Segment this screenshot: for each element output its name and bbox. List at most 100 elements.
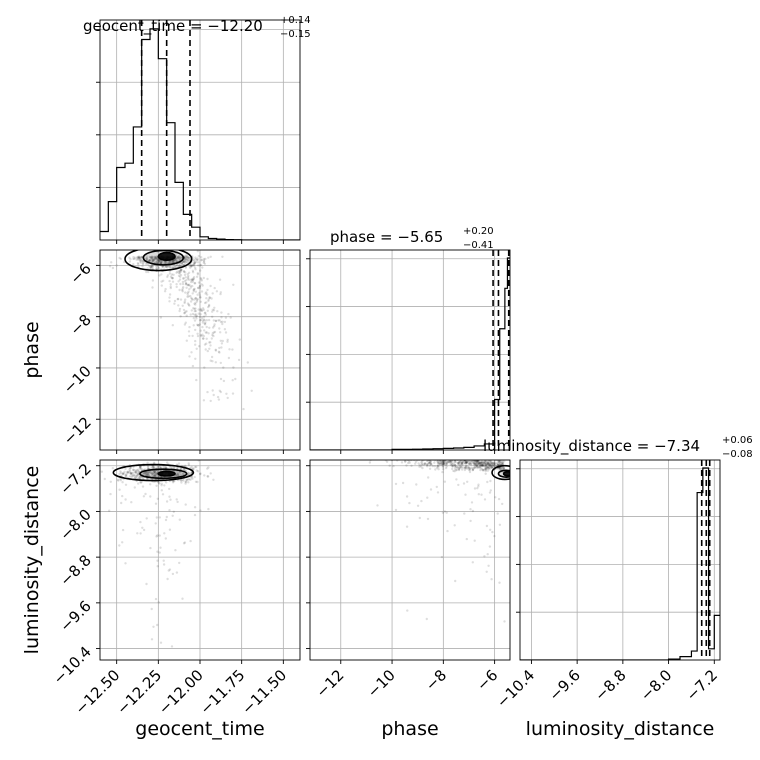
scatter-geocent-time-phase-point <box>211 292 214 295</box>
scatter-phase-luminosity-distance-point <box>425 460 429 463</box>
scatter-phase-luminosity-distance-point <box>441 456 443 458</box>
scatter-geocent-time-phase-point <box>158 259 161 263</box>
contour-outer <box>491 464 510 481</box>
scatter-geocent-time-phase-point <box>194 357 197 360</box>
scatter-phase-luminosity-distance-point <box>460 466 463 469</box>
scatter-phase-luminosity-distance-point <box>490 465 494 469</box>
scatter-phase-luminosity-distance-point <box>488 463 491 466</box>
scatter-phase-luminosity-distance-point <box>427 457 429 459</box>
scatter-phase-luminosity-distance-point <box>484 465 487 468</box>
scatter-geocent-time-phase-point <box>198 296 202 299</box>
scatter-geocent-time-phase-point <box>209 359 212 362</box>
scatter-phase-luminosity-distance-point <box>468 468 472 471</box>
scatter-geocent-time-luminosity-distance-point <box>183 541 187 544</box>
scatter-geocent-time-phase-point <box>203 319 206 322</box>
scatter-geocent-time-luminosity-distance-point <box>179 467 183 471</box>
scatter-phase-luminosity-distance-point <box>502 467 506 470</box>
scatter-geocent-time-phase-point <box>188 304 191 307</box>
scatter-geocent-time-phase-point <box>163 261 167 264</box>
scatter-phase-luminosity-distance-point <box>487 463 490 466</box>
scatter-phase-luminosity-distance-point <box>473 461 476 465</box>
scatter-geocent-time-phase-point <box>187 274 190 278</box>
scatter-phase-luminosity-distance-point <box>451 456 453 458</box>
scatter-geocent-time-phase-point <box>118 256 121 260</box>
scatter-geocent-time-phase-point <box>184 298 187 301</box>
scatter-geocent-time-luminosity-distance-point <box>176 473 179 477</box>
scatter-geocent-time-phase-point <box>188 265 191 268</box>
scatter-phase-luminosity-distance-point <box>427 461 431 465</box>
scatter-phase-luminosity-distance-point <box>441 470 444 474</box>
scatter-geocent-time-phase-point <box>187 290 190 293</box>
scatter-phase-luminosity-distance-point <box>486 462 490 465</box>
scatter-geocent-time-luminosity-distance-point <box>137 468 140 471</box>
scatter-phase-luminosity-distance-point <box>487 462 490 465</box>
scatter-geocent-time-phase-point <box>193 307 196 311</box>
scatter-phase-luminosity-distance-point <box>493 462 496 466</box>
scatter-phase-luminosity-distance-point <box>478 463 481 466</box>
scatter-phase-luminosity-distance-point <box>405 464 408 467</box>
scatter-phase-luminosity-distance-point <box>463 460 466 463</box>
scatter-geocent-time-phase-point <box>177 280 180 283</box>
scatter-geocent-time-luminosity-distance-point <box>153 474 156 477</box>
scatter-phase-luminosity-distance-point <box>501 461 504 465</box>
scatter-phase-luminosity-distance-point <box>479 461 482 464</box>
scatter-geocent-time-phase-point <box>178 270 182 273</box>
scatter-phase-luminosity-distance-point <box>439 461 443 464</box>
scatter-geocent-time-phase-point <box>184 258 187 261</box>
scatter-geocent-time-luminosity-distance-point <box>154 597 158 601</box>
scatter-phase-luminosity-distance-point <box>476 487 479 490</box>
scatter-geocent-time-phase-point <box>150 255 154 258</box>
scatter-phase-luminosity-distance-point <box>441 455 443 457</box>
scatter-geocent-time-luminosity-distance-point <box>126 470 129 473</box>
scatter-geocent-time-phase-point <box>140 259 143 262</box>
scatter-geocent-time-luminosity-distance-point <box>120 501 123 505</box>
scatter-geocent-time-phase-point <box>178 264 181 267</box>
hist-luminosity-distance-frame <box>519 459 721 661</box>
scatter-geocent-time-phase-point <box>225 392 228 395</box>
scatter-geocent-time-phase-point <box>179 282 182 286</box>
scatter-geocent-time-phase-point <box>144 262 148 266</box>
scatter-phase-luminosity-distance-point <box>442 460 445 464</box>
scatter-geocent-time-phase-point <box>151 279 155 282</box>
scatter-phase-luminosity-distance-point <box>490 466 493 469</box>
scatter-phase-luminosity-distance-point <box>477 460 480 463</box>
scatter-geocent-time-phase-point <box>185 282 188 286</box>
scatter-geocent-time-luminosity-distance-point <box>154 522 157 525</box>
scatter-geocent-time-luminosity-distance-point <box>128 475 132 478</box>
scatter-phase-luminosity-distance-point <box>480 462 483 465</box>
scatter-geocent-time-phase-point <box>184 271 187 274</box>
scatter-geocent-time-luminosity-distance-point <box>162 563 166 566</box>
scatter-phase-luminosity-distance-point <box>426 517 430 521</box>
scatter-geocent-time-phase-point <box>231 379 234 382</box>
scatter-geocent-time-luminosity-distance-point <box>191 477 194 480</box>
scatter-geocent-time-phase-point <box>187 256 191 260</box>
scatter-phase-luminosity-distance-point <box>459 462 463 466</box>
scatter-geocent-time-luminosity-distance-point <box>147 471 150 474</box>
scatter-geocent-time-phase-point <box>196 250 199 253</box>
scatter-geocent-time-luminosity-distance-point <box>178 471 181 474</box>
scatter-geocent-time-luminosity-distance-point <box>135 474 139 477</box>
scatter-geocent-time-phase-point <box>193 309 196 313</box>
scatter-geocent-time-luminosity-distance-point <box>154 472 158 475</box>
scatter-geocent-time-luminosity-distance-point <box>179 473 183 476</box>
scatter-geocent-time-luminosity-distance-point <box>118 488 121 491</box>
scatter-phase-luminosity-distance-point <box>383 457 385 459</box>
scatter-phase-luminosity-distance-point <box>462 460 465 462</box>
scatter-geocent-time-luminosity-distance-point <box>160 484 163 487</box>
scatter-geocent-time-phase-point <box>148 259 151 262</box>
scatter-phase-luminosity-distance-point <box>464 465 468 468</box>
scatter-geocent-time-phase-point <box>151 255 154 259</box>
scatter-phase-luminosity-distance-point <box>487 564 490 567</box>
scatter-geocent-time-phase-point <box>188 355 191 358</box>
scatter-geocent-time-luminosity-distance-point <box>187 481 190 484</box>
scatter-geocent-time-phase-point <box>197 254 200 258</box>
scatter-geocent-time-phase-point <box>220 346 223 349</box>
scatter-geocent-time-phase-point <box>164 260 168 263</box>
scatter-geocent-time-luminosity-distance-point <box>94 467 96 469</box>
scatter-geocent-time-luminosity-distance-point <box>121 528 125 532</box>
scatter-geocent-time-luminosity-distance-point <box>137 470 141 473</box>
scatter-phase-luminosity-distance-point <box>476 463 480 466</box>
scatter-geocent-time-phase-point <box>172 273 175 276</box>
scatter-phase-luminosity-distance-point <box>449 461 452 464</box>
scatter-phase-luminosity-distance-point <box>478 455 480 457</box>
